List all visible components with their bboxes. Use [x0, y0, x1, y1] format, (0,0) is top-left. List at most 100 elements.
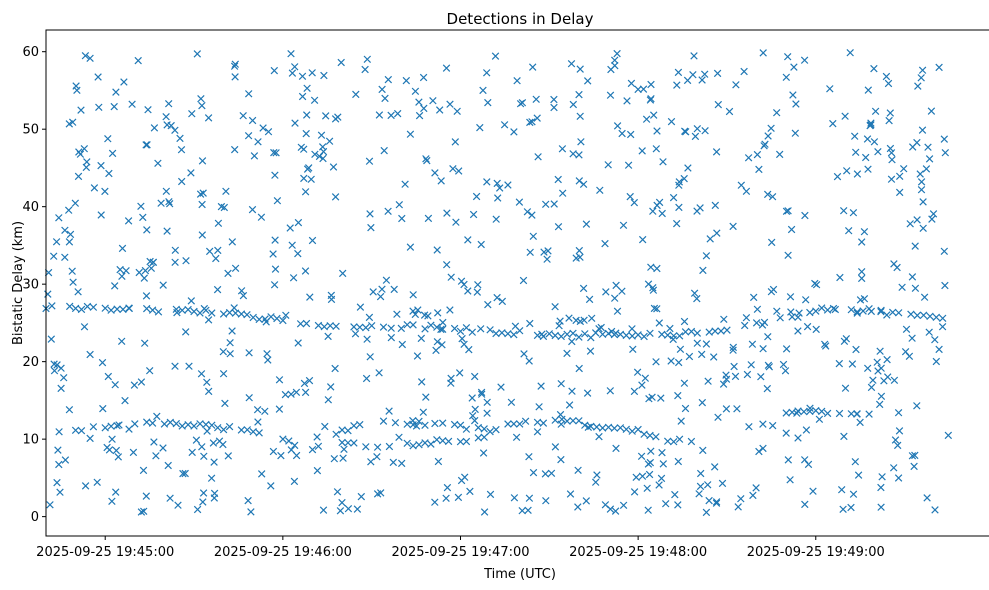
data-point-marker — [249, 313, 257, 322]
data-point-marker — [911, 451, 919, 460]
data-point-marker — [204, 316, 213, 324]
data-point-marker — [714, 413, 722, 422]
data-point-marker — [849, 490, 858, 498]
data-point-marker — [604, 329, 613, 338]
data-point-marker — [59, 373, 68, 382]
data-point-marker — [622, 425, 631, 434]
data-point-marker — [438, 419, 447, 427]
data-point-marker — [366, 353, 374, 361]
data-point-marker — [286, 224, 294, 232]
data-point-marker — [294, 218, 303, 227]
data-point-marker — [659, 460, 668, 468]
data-point-marker — [569, 150, 577, 158]
data-point-marker — [901, 347, 910, 356]
data-point-marker — [438, 325, 447, 334]
data-point-marker — [129, 448, 138, 457]
data-point-marker — [224, 452, 233, 460]
data-point-marker — [86, 54, 94, 63]
data-point-marker — [628, 332, 636, 340]
data-point-marker — [433, 246, 441, 254]
x-tick-label: 2025-09-25 19:46:00 — [214, 545, 352, 560]
data-point-marker — [755, 447, 763, 456]
data-point-marker — [245, 393, 253, 402]
data-point-marker — [547, 469, 556, 478]
data-point-marker — [208, 309, 216, 317]
data-point-marker — [610, 294, 619, 302]
data-point-marker — [179, 469, 187, 478]
data-point-marker — [319, 154, 327, 163]
data-point-marker — [101, 304, 109, 312]
data-point-marker — [457, 277, 466, 285]
data-point-marker — [638, 235, 647, 244]
data-point-marker — [731, 372, 740, 381]
data-point-marker — [486, 490, 495, 499]
data-point-marker — [462, 425, 471, 433]
data-point-marker — [567, 59, 576, 68]
data-point-marker — [338, 269, 347, 278]
data-point-marker — [574, 503, 582, 511]
data-point-marker — [71, 304, 80, 313]
data-point-marker — [532, 95, 540, 104]
data-point-marker — [626, 192, 634, 201]
data-point-marker — [853, 170, 862, 178]
data-point-marker — [324, 332, 332, 341]
data-point-marker — [582, 220, 591, 228]
data-point-marker — [306, 293, 314, 301]
data-point-marker — [886, 144, 895, 153]
data-point-marker — [130, 381, 139, 389]
data-point-marker — [222, 187, 230, 196]
data-point-marker — [829, 119, 837, 128]
data-point-marker — [471, 405, 479, 414]
data-point-marker — [847, 410, 856, 418]
data-point-marker — [854, 471, 863, 479]
data-point-marker — [895, 188, 904, 197]
data-point-marker — [704, 377, 712, 385]
chart-title: Detections in Delay — [447, 10, 594, 28]
data-point-marker — [550, 95, 558, 104]
data-point-marker — [159, 281, 167, 289]
data-point-marker — [763, 384, 772, 393]
data-point-marker — [663, 437, 672, 445]
data-point-marker — [533, 114, 541, 122]
data-point-marker — [362, 443, 370, 451]
y-tick-label: 30 — [22, 278, 39, 293]
data-point-marker — [331, 193, 340, 201]
data-point-marker — [853, 309, 861, 317]
data-point-marker — [529, 232, 538, 241]
data-point-marker — [196, 420, 204, 428]
data-point-marker — [859, 307, 867, 315]
data-point-marker — [263, 349, 271, 358]
data-point-marker — [644, 506, 652, 514]
data-point-marker — [147, 264, 156, 273]
data-point-marker — [187, 297, 196, 305]
data-point-marker — [205, 247, 214, 256]
data-point-marker — [443, 483, 452, 492]
data-point-marker — [574, 466, 582, 475]
data-point-marker — [197, 370, 206, 378]
data-point-marker — [539, 332, 548, 341]
data-point-marker — [380, 146, 388, 155]
data-point-marker — [199, 189, 207, 197]
data-point-marker — [272, 149, 280, 157]
data-point-marker — [427, 440, 435, 448]
data-point-marker — [586, 347, 595, 355]
data-point-marker — [787, 225, 796, 234]
data-point-marker — [365, 313, 374, 322]
data-point-marker — [162, 112, 170, 121]
data-point-marker — [611, 507, 620, 515]
data-point-marker — [174, 501, 182, 509]
data-point-marker — [72, 82, 80, 90]
data-point-marker — [137, 202, 145, 211]
data-point-marker — [510, 330, 518, 339]
data-point-marker — [647, 94, 655, 103]
data-point-marker — [628, 427, 636, 435]
data-point-marker — [759, 420, 767, 428]
data-point-marker — [817, 304, 826, 312]
data-point-marker — [249, 427, 257, 436]
data-point-marker — [239, 111, 247, 120]
data-point-marker — [826, 85, 834, 93]
data-point-marker — [466, 487, 474, 496]
data-point-marker — [653, 127, 661, 135]
data-point-marker — [305, 376, 314, 385]
data-point-marker — [847, 503, 855, 512]
